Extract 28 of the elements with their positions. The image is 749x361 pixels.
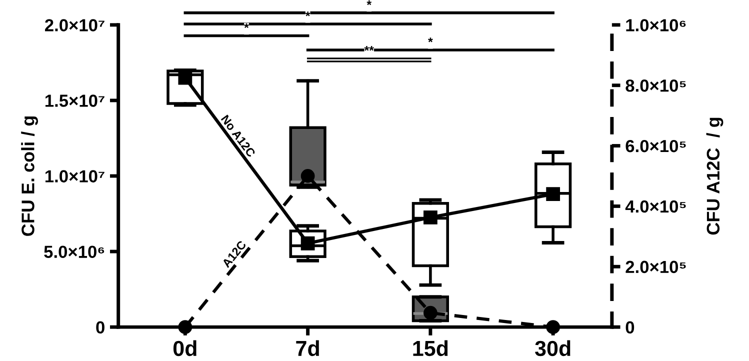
point — [178, 70, 192, 85]
point — [546, 320, 560, 334]
x-tick-label: 7d — [296, 340, 319, 356]
point — [300, 169, 315, 183]
y2-axis-title: CFU A12C / g — [706, 118, 724, 235]
y-axis-title: CFU E. coli / g — [21, 116, 38, 236]
y-tick-label: 5.0×10⁶ — [44, 246, 104, 258]
y2-tick-label: 8.0×10⁵ — [626, 80, 686, 92]
y2-tick-label: 6.0×10⁵ — [626, 140, 686, 152]
y-tick-label: 1.0×10⁷ — [45, 170, 104, 182]
point — [423, 210, 438, 224]
y-tick-label: 0 — [96, 321, 104, 334]
y-tick-label: 2.0×10⁷ — [45, 19, 104, 32]
annotation: ** — [364, 46, 374, 51]
annotation: * — [428, 38, 433, 42]
y2-tick-label: 2.0×10⁵ — [626, 260, 686, 274]
annotation: * — [244, 23, 249, 28]
point — [546, 187, 560, 202]
y-tick-label: 1.5×10⁷ — [45, 94, 104, 107]
x-tick-label: 15d — [413, 340, 448, 356]
text: * — [305, 12, 310, 16]
point — [178, 320, 192, 334]
y2-tick-label: 4.0×10⁵ — [625, 200, 686, 213]
y2-tick-label: 0 — [626, 321, 634, 334]
x-tick-label: 0d — [173, 340, 196, 356]
y2-tick-label: 1.0×10⁶ — [626, 19, 686, 32]
x-tick-label: 30d — [535, 340, 570, 356]
text: * — [366, 0, 372, 6]
